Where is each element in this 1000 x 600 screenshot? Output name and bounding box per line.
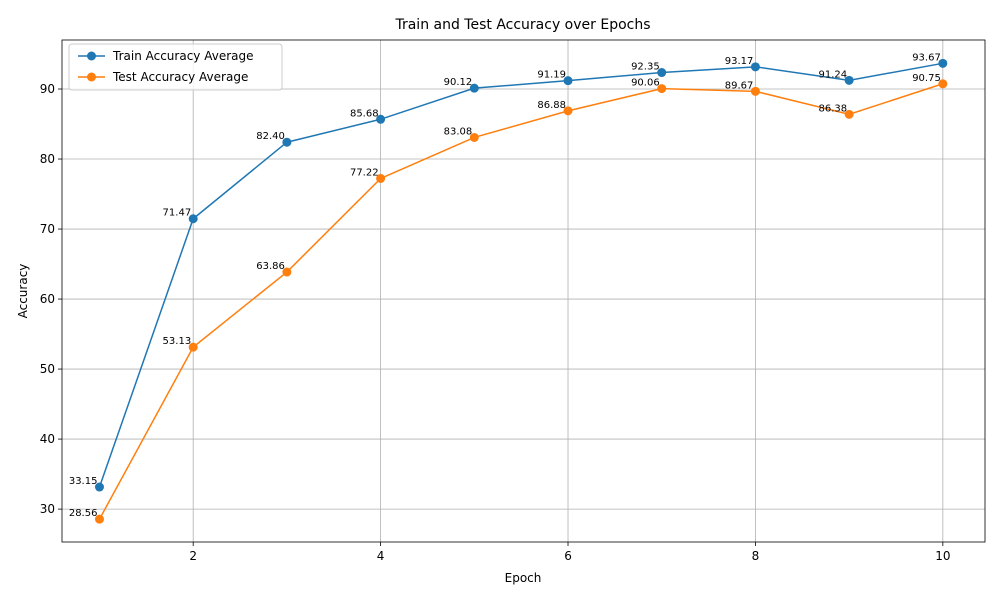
legend-marker-0 [87, 51, 96, 61]
y-tick-label: 60 [40, 292, 55, 306]
data-point [94, 482, 104, 492]
data-label: 86.38 [818, 103, 847, 114]
legend-box [68, 43, 283, 91]
data-point [469, 132, 479, 142]
x-tick-label: 10 [935, 549, 950, 563]
x-tick-label: 4 [377, 549, 385, 563]
data-point [188, 214, 198, 224]
x-axis-label: Epoch [505, 571, 542, 585]
series-layer [94, 58, 948, 524]
series-line-0 [98, 62, 943, 488]
data-point [938, 79, 948, 89]
y-tick-label: 70 [40, 222, 55, 236]
legend-marker-1 [87, 72, 96, 82]
series-line-1 [98, 83, 944, 520]
plot-frame [61, 39, 986, 543]
axes-layer: 2 4 6 8 10 30 40 50 60 70 80 90 [40, 39, 986, 563]
data-label: 77.22 [350, 167, 379, 178]
legend: Train Accuracy Average Test Accuracy Aver… [68, 43, 283, 91]
data-label: 63.86 [256, 261, 285, 272]
data-point [94, 514, 104, 524]
data-label: 92.35 [631, 62, 660, 73]
data-label: 83.08 [444, 126, 473, 137]
chart-title: Train and Test Accuracy over Epochs [394, 17, 650, 33]
data-point [563, 76, 573, 86]
data-point [938, 58, 948, 68]
data-label: 82.40 [256, 131, 285, 142]
data-point [657, 84, 667, 94]
data-label: 28.56 [69, 508, 98, 519]
data-point [844, 109, 854, 119]
data-label: 85.68 [350, 108, 379, 119]
data-point [282, 137, 292, 147]
data-point [282, 267, 292, 277]
data-label: 91.19 [537, 70, 566, 81]
y-tick-label: 90 [40, 82, 55, 96]
data-label: 91.24 [818, 69, 847, 80]
data-label: 93.67 [912, 52, 941, 63]
data-label: 86.88 [537, 100, 566, 111]
data-label: 89.67 [725, 80, 754, 91]
data-label: 33.15 [69, 476, 98, 487]
legend-entry-1: Test Accuracy Average [112, 70, 248, 84]
y-axis-label: Accuracy [16, 264, 30, 319]
data-point [844, 75, 854, 85]
data-point [376, 114, 386, 124]
data-point [750, 86, 760, 96]
data-label: 93.17 [725, 56, 754, 67]
data-point [188, 342, 198, 352]
y-tick-label: 50 [40, 362, 55, 376]
data-point [376, 173, 386, 183]
y-tick-label: 80 [40, 152, 55, 166]
data-label: 90.06 [631, 78, 660, 89]
data-point [657, 68, 667, 78]
data-point [750, 62, 760, 72]
data-labels-layer: 33.15 71.47 82.40 85.68 90.12 91.19 92.35 93.17… [69, 52, 941, 519]
data-point [563, 106, 573, 116]
x-tick-label: 8 [752, 549, 760, 563]
data-point [469, 83, 479, 93]
data-label: 90.75 [912, 73, 941, 84]
y-tick-label: 40 [40, 432, 55, 446]
data-label: 90.12 [444, 77, 473, 88]
y-tick-label: 30 [40, 502, 55, 516]
legend-entry-0: Train Accuracy Average [112, 49, 253, 63]
x-tick-label: 6 [564, 549, 572, 563]
x-tick-label: 2 [189, 549, 197, 563]
data-label: 53.13 [163, 336, 192, 347]
data-label: 71.47 [163, 208, 192, 219]
